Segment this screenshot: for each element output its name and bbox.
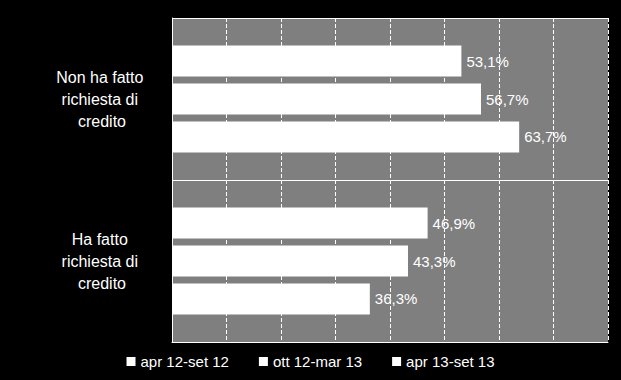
svg-text:Ha fatto: Ha fatto — [72, 231, 132, 248]
svg-text:43,3%: 43,3% — [413, 253, 456, 270]
svg-text:Non ha fatto: Non ha fatto — [56, 69, 148, 86]
svg-text:credito: credito — [78, 275, 126, 292]
svg-text:credito: credito — [78, 113, 126, 130]
svg-text:63,7%: 63,7% — [524, 128, 567, 145]
svg-text:ott 12-mar 13: ott 12-mar 13 — [273, 353, 362, 370]
svg-text:53,1%: 53,1% — [466, 53, 509, 70]
svg-text:apr 12-set 12: apr 12-set 12 — [141, 353, 229, 370]
svg-text:56,7%: 56,7% — [486, 91, 529, 108]
svg-text:36,3%: 36,3% — [375, 290, 418, 307]
svg-text:46,9%: 46,9% — [433, 215, 476, 232]
svg-text:apr 13-set 13: apr 13-set 13 — [406, 353, 494, 370]
svg-text:richiesta di: richiesta di — [62, 253, 143, 270]
svg-text:richiesta di: richiesta di — [62, 91, 143, 108]
